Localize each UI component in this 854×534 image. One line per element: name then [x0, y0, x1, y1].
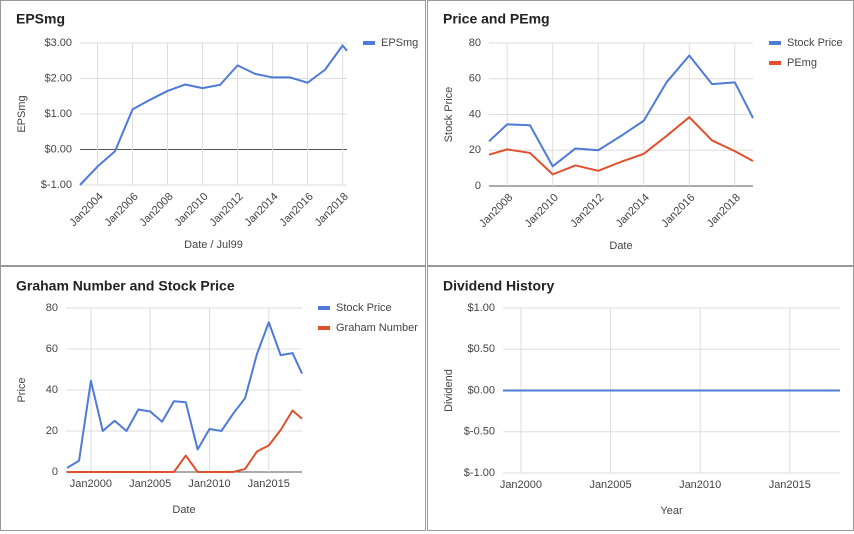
x-tick-label: Jan2008	[137, 191, 175, 229]
series-line	[488, 54, 754, 168]
y-tick-label: 60	[46, 343, 58, 355]
x-tick-label: Jan2018	[705, 192, 743, 230]
x-tick-label: Jan2010	[188, 478, 230, 490]
y-tick-label: 40	[469, 108, 481, 120]
y-tick-label: $3.00	[44, 37, 72, 49]
y-tick-label: 0	[52, 466, 58, 478]
x-tick-label: Jan2010	[679, 479, 721, 491]
chart-title: Graham Number and Stock Price	[16, 278, 235, 294]
y-tick-label: 20	[469, 144, 481, 156]
x-tick-label: Jan2012	[207, 191, 245, 229]
x-tick-label: Jan2014	[614, 192, 652, 230]
chart-title: Dividend History	[443, 278, 554, 294]
legend-label: Stock Price	[787, 37, 843, 49]
y-tick-label: 0	[475, 180, 481, 192]
x-tick-label: Jan2000	[70, 478, 112, 490]
x-axis-label: Date / Jul99	[184, 239, 243, 251]
y-axis-label: EPSmg	[16, 95, 28, 132]
x-axis-label: Year	[660, 505, 683, 517]
y-axis-label: Price	[16, 377, 28, 402]
x-tick-label: Jan2010	[172, 191, 210, 229]
x-axis-label: Date	[172, 504, 195, 516]
y-tick-label: $1.00	[467, 302, 495, 314]
y-tick-label: $0.50	[467, 343, 495, 355]
series-line	[79, 44, 348, 186]
legend-label: PEmg	[787, 57, 817, 69]
x-tick-label: Jan2005	[129, 478, 171, 490]
x-tick-label: Jan2015	[769, 479, 811, 491]
legend-label: EPSmg	[381, 37, 418, 49]
y-tick-label: 80	[46, 302, 58, 314]
x-tick-label: Jan2008	[477, 192, 515, 230]
y-tick-label: 60	[469, 73, 481, 85]
y-tick-label: $-1.00	[41, 179, 72, 191]
series-line	[488, 116, 754, 176]
x-tick-label: Jan2004	[67, 191, 105, 229]
y-tick-label: $0.00	[467, 384, 495, 396]
series-line	[66, 321, 303, 469]
x-tick-label: Jan2014	[242, 191, 280, 229]
x-tick-label: Jan2000	[500, 479, 542, 491]
y-tick-label: $-1.00	[464, 467, 495, 479]
y-tick-label: 80	[469, 37, 481, 49]
x-tick-label: Jan2016	[659, 192, 697, 230]
x-tick-label: Jan2012	[568, 192, 606, 230]
series-line	[67, 409, 303, 473]
y-tick-label: 40	[46, 384, 58, 396]
x-tick-label: Jan2016	[277, 191, 315, 229]
y-tick-label: $1.00	[44, 108, 72, 120]
legend-label: Graham Number	[336, 322, 418, 334]
x-tick-label: Jan2006	[102, 191, 140, 229]
chart-title: EPSmg	[16, 11, 65, 27]
x-axis-label: Date	[609, 240, 632, 252]
y-axis-label: Dividend	[443, 369, 455, 412]
x-tick-label: Jan2015	[248, 478, 290, 490]
x-tick-label: Jan2010	[523, 192, 561, 230]
legend-label: Stock Price	[336, 302, 392, 314]
y-axis-label: Stock Price	[443, 87, 455, 143]
y-tick-label: $-0.50	[464, 426, 495, 438]
x-tick-label: Jan2005	[589, 479, 631, 491]
chart-title: Price and PEmg	[443, 11, 550, 27]
y-tick-label: $2.00	[44, 72, 72, 84]
x-tick-label: Jan2018	[312, 191, 350, 229]
y-tick-label: 20	[46, 425, 58, 437]
y-tick-label: $0.00	[44, 143, 72, 155]
panel-border	[0, 0, 426, 266]
panel-border	[0, 266, 426, 531]
